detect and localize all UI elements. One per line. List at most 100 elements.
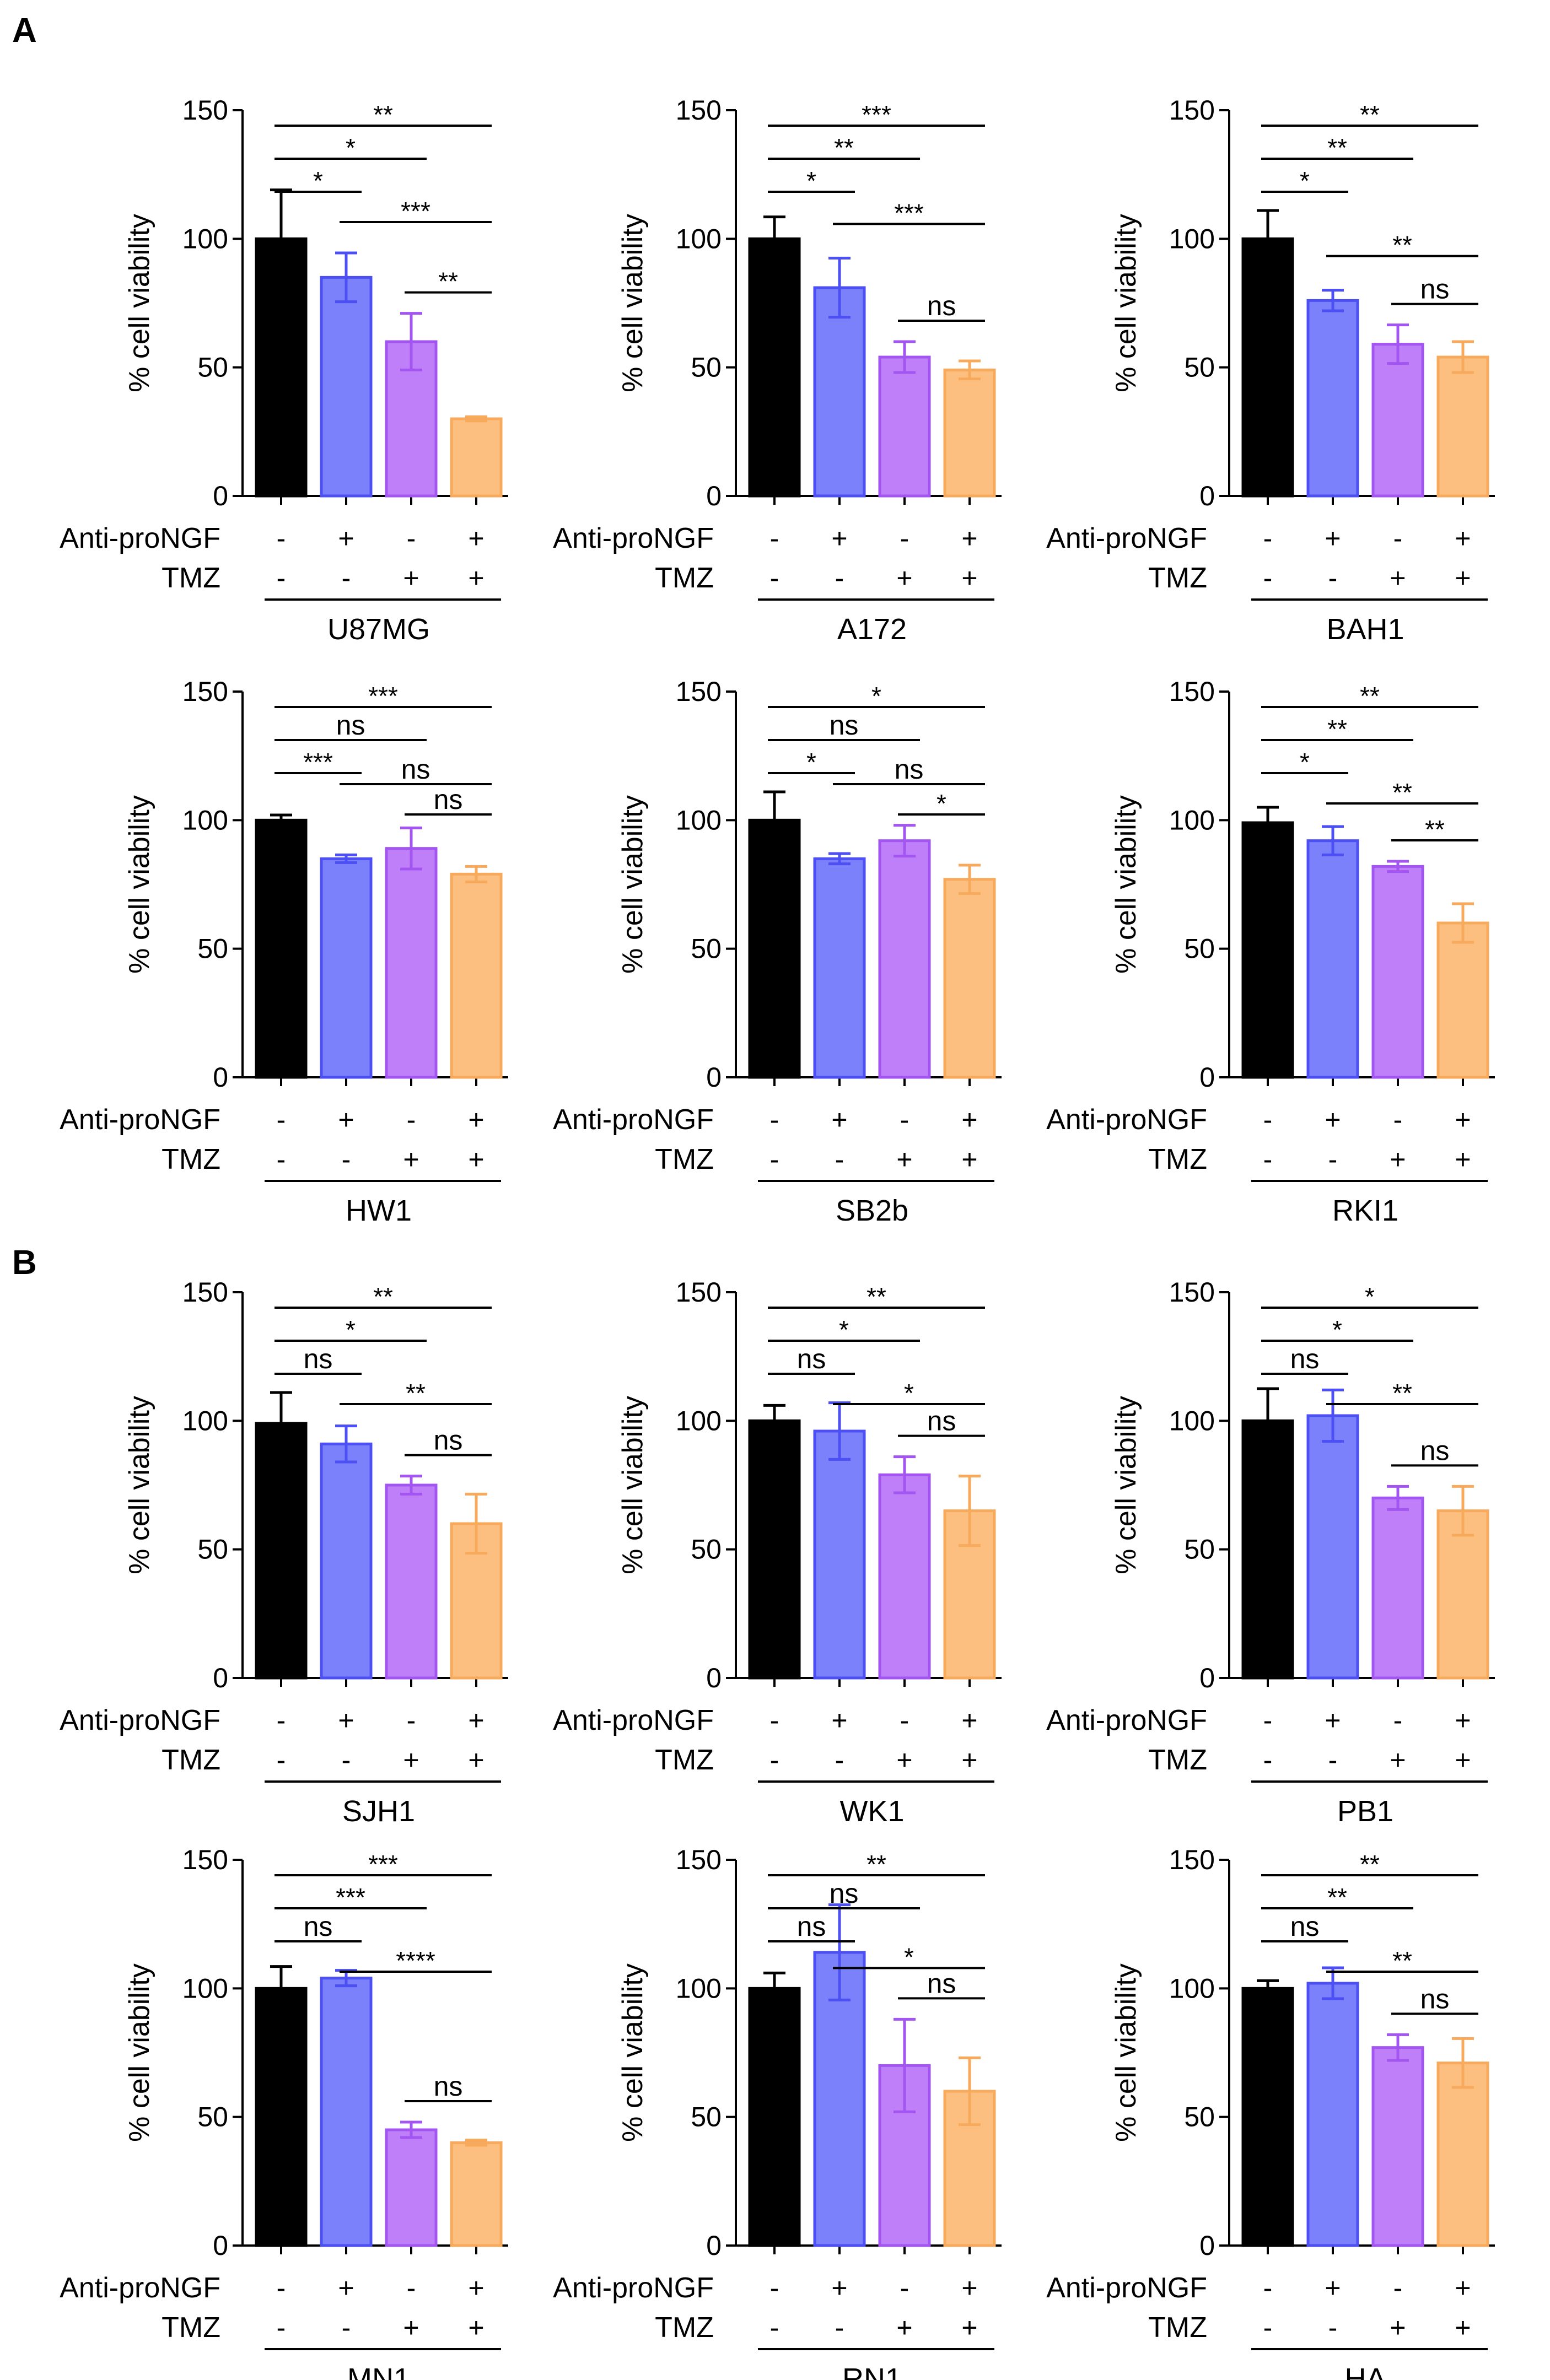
- treatment-sign: -: [342, 563, 351, 593]
- treatment-sign: -: [1393, 1104, 1403, 1135]
- significance-label: **: [373, 1282, 393, 1311]
- y-tick-label: 150: [182, 1277, 228, 1308]
- treatment-sign: -: [277, 1144, 286, 1175]
- y-tick-label: 150: [1169, 676, 1215, 707]
- y-tick-label: 0: [1199, 2230, 1215, 2261]
- treatment-sign: -: [342, 1144, 351, 1175]
- bar: [878, 839, 931, 1079]
- significance-label: **: [1360, 100, 1380, 129]
- significance-label: ns: [927, 290, 956, 321]
- bar: [320, 1977, 373, 2247]
- y-tick-label: 100: [182, 223, 228, 254]
- treatment-sign: +: [1455, 1144, 1471, 1175]
- row-label-anti-prongf: Anti-proNGF: [1046, 2272, 1207, 2304]
- y-tick-label: 50: [691, 933, 722, 964]
- treatment-sign: +: [468, 1144, 484, 1175]
- cell-line-title: U87MG: [327, 613, 430, 646]
- treatment-sign: +: [1390, 563, 1406, 593]
- significance-label: **: [438, 267, 458, 296]
- significance-label: *: [346, 133, 356, 162]
- treatment-sign: -: [342, 2312, 351, 2343]
- y-tick-label: 150: [676, 1844, 722, 1875]
- treatment-sign: -: [770, 2273, 779, 2303]
- significance-label: **: [1392, 778, 1412, 807]
- treatment-sign: +: [1455, 523, 1471, 554]
- treatment-sign: -: [770, 523, 779, 554]
- treatment-sign: -: [770, 1745, 779, 1775]
- treatment-sign: +: [831, 523, 847, 554]
- treatment-sign: -: [900, 1104, 909, 1135]
- y-tick-label: 100: [182, 805, 228, 835]
- treatment-sign: +: [1455, 2273, 1471, 2303]
- treatment-sign: +: [468, 2273, 484, 2303]
- bar: [1436, 1509, 1489, 1680]
- y-tick-label: 150: [676, 1277, 722, 1308]
- row-label-anti-prongf: Anti-proNGF: [1046, 1704, 1207, 1736]
- row-label-anti-prongf: Anti-proNGF: [553, 1704, 714, 1736]
- bar: [450, 417, 503, 498]
- y-axis-label: % cell viability: [1110, 1963, 1142, 2142]
- row-label-anti-prongf: Anti-proNGF: [60, 1704, 220, 1736]
- significance-label: *: [937, 789, 946, 818]
- treatment-sign: +: [961, 523, 977, 554]
- bar: [1241, 821, 1294, 1079]
- treatment-sign: +: [1325, 2273, 1341, 2303]
- treatment-sign: +: [1455, 1104, 1471, 1135]
- treatment-sign: +: [1325, 1705, 1341, 1736]
- significance-label: ns: [434, 1425, 463, 1456]
- y-tick-label: 100: [676, 1973, 722, 2004]
- treatment-sign: +: [403, 2312, 419, 2343]
- significance-label: ns: [304, 1343, 333, 1374]
- treatment-sign: +: [468, 1705, 484, 1736]
- y-tick-label: 0: [706, 1062, 722, 1093]
- significance-label: *: [839, 1315, 849, 1344]
- row-label-tmz: TMZ: [655, 562, 714, 594]
- bar: [385, 1483, 438, 1680]
- significance-label: ns: [1420, 274, 1450, 305]
- treatment-sign: +: [403, 1144, 419, 1175]
- treatment-sign: +: [831, 1705, 847, 1736]
- significance-label: *: [806, 748, 816, 776]
- y-tick-label: 150: [1169, 1844, 1215, 1875]
- cell-line-title: RN1: [842, 2362, 902, 2380]
- treatment-sign: -: [835, 563, 844, 593]
- significance-label: ***: [303, 748, 333, 776]
- treatment-sign: +: [403, 1745, 419, 1775]
- y-tick-label: 0: [1199, 1663, 1215, 1693]
- significance-label: ****: [396, 1946, 435, 1975]
- bar: [748, 237, 801, 498]
- treatment-sign: -: [1328, 563, 1338, 593]
- significance-label: **: [1425, 815, 1445, 844]
- significance-label: ***: [368, 682, 398, 710]
- significance-label: **: [1392, 1946, 1412, 1975]
- significance-label: ***: [894, 198, 924, 227]
- treatment-sign: -: [1393, 1705, 1403, 1736]
- treatment-sign: +: [831, 2273, 847, 2303]
- bar: [1436, 921, 1489, 1079]
- y-axis-label: % cell viability: [1110, 795, 1142, 974]
- significance-label: *: [1332, 1315, 1342, 1344]
- treatment-sign: +: [338, 523, 354, 554]
- panel-letter-a: A: [12, 12, 37, 50]
- significance-label: ns: [830, 710, 859, 741]
- treatment-sign: -: [1263, 1104, 1273, 1135]
- treatment-sign: -: [1263, 1144, 1273, 1175]
- bar: [255, 1987, 308, 2247]
- bar: [813, 857, 866, 1079]
- bar: [748, 818, 801, 1079]
- bar: [1306, 1414, 1359, 1680]
- treatment-sign: -: [407, 2273, 416, 2303]
- treatment-sign: +: [961, 1705, 977, 1736]
- treatment-sign: +: [338, 1705, 354, 1736]
- treatment-sign: +: [961, 1104, 977, 1135]
- y-tick-label: 100: [676, 223, 722, 254]
- significance-label: ns: [1420, 1435, 1450, 1466]
- bar: [878, 1473, 931, 1680]
- significance-label: **: [1392, 1379, 1412, 1407]
- treatment-sign: +: [468, 523, 484, 554]
- bar: [1241, 1419, 1294, 1680]
- row-label-tmz: TMZ: [1148, 1143, 1207, 1175]
- bar: [748, 1987, 801, 2247]
- treatment-sign: +: [1455, 2312, 1471, 2343]
